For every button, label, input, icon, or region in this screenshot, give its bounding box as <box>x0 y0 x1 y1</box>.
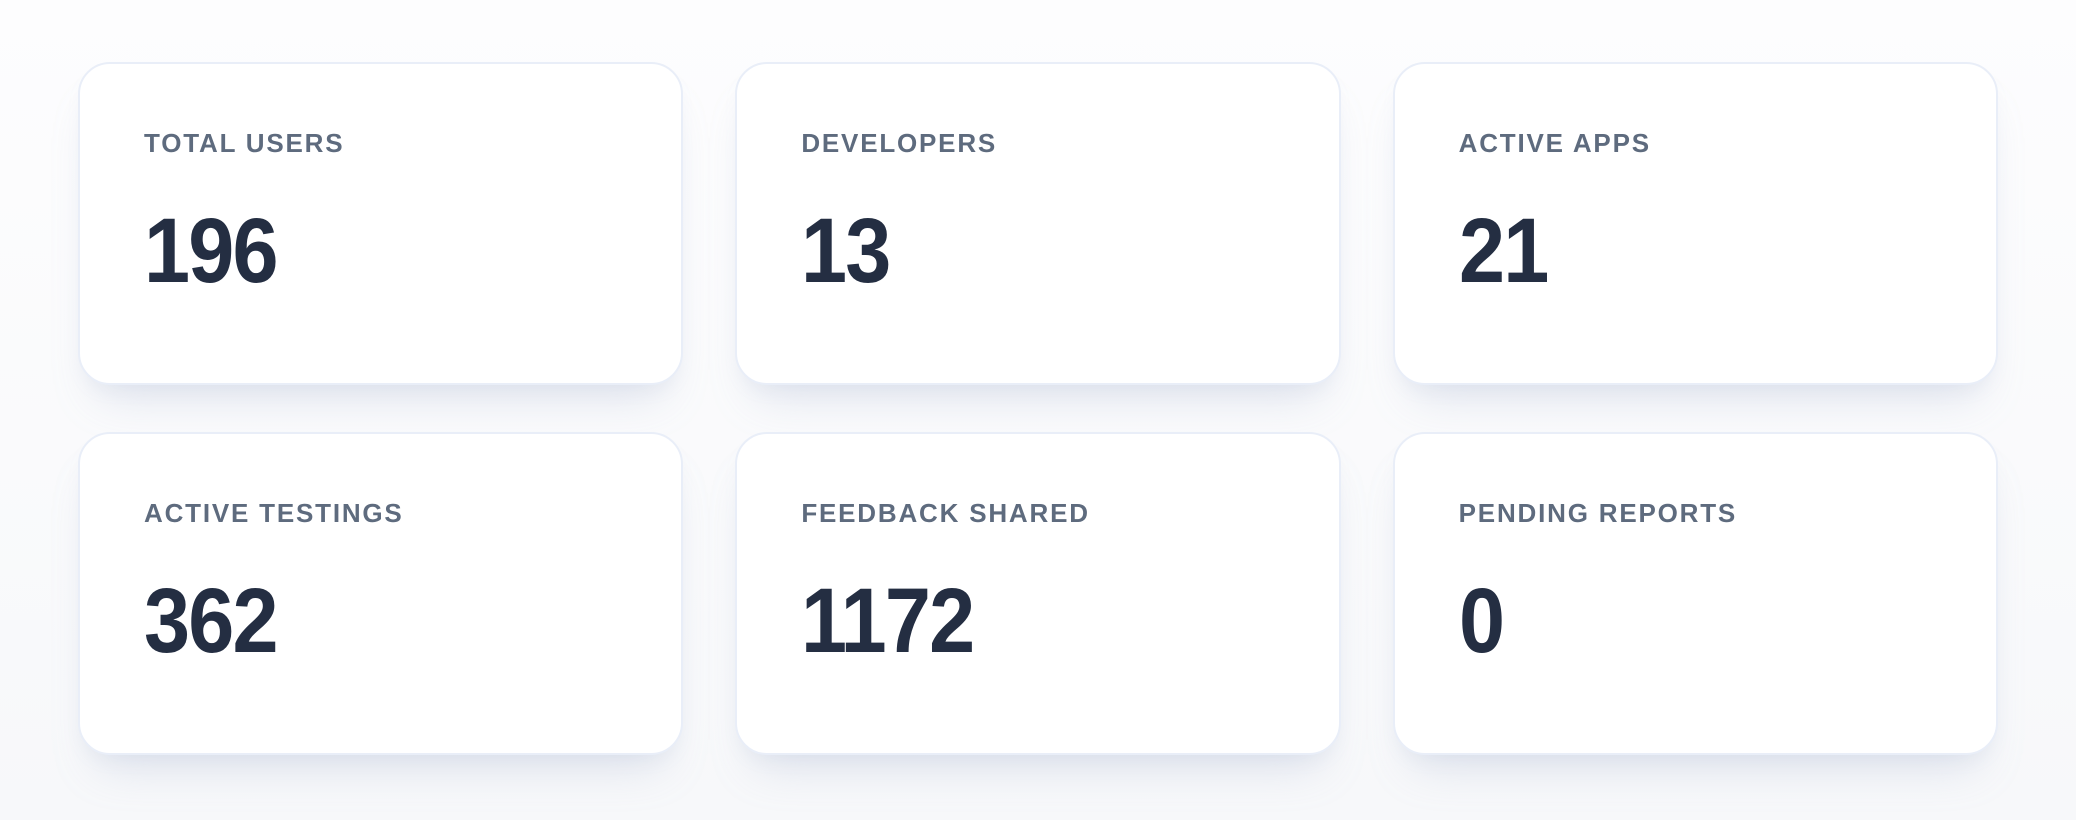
stat-card-value: 196 <box>144 200 279 303</box>
stat-card-value: 362 <box>144 570 279 673</box>
stat-card-active-testings: ACTIVE TESTINGS 362 <box>78 432 684 755</box>
stat-card-label: FEEDBACK SHARED <box>801 498 1090 528</box>
stat-card-label: ACTIVE APPS <box>1458 128 1651 158</box>
stat-card-value: 1172 <box>801 570 975 673</box>
stat-card-total-users: TOTAL USERS 196 <box>78 62 684 385</box>
stat-card-label: DEVELOPERS <box>801 128 998 158</box>
stat-card-feedback-shared: FEEDBACK SHARED 1172 <box>735 432 1341 755</box>
stat-card-label: ACTIVE TESTINGS <box>144 498 404 528</box>
stat-card-developers: DEVELOPERS 13 <box>735 62 1341 385</box>
stat-card-active-apps: ACTIVE APPS 21 <box>1392 62 1998 385</box>
stat-card-value: 13 <box>801 200 891 303</box>
stat-card-pending-reports: PENDING REPORTS 0 <box>1392 432 1998 755</box>
stat-card-value: 21 <box>1458 200 1549 303</box>
stat-card-label: TOTAL USERS <box>144 128 345 158</box>
stat-card-value: 0 <box>1458 570 1505 673</box>
stat-card-label: PENDING REPORTS <box>1458 498 1738 528</box>
